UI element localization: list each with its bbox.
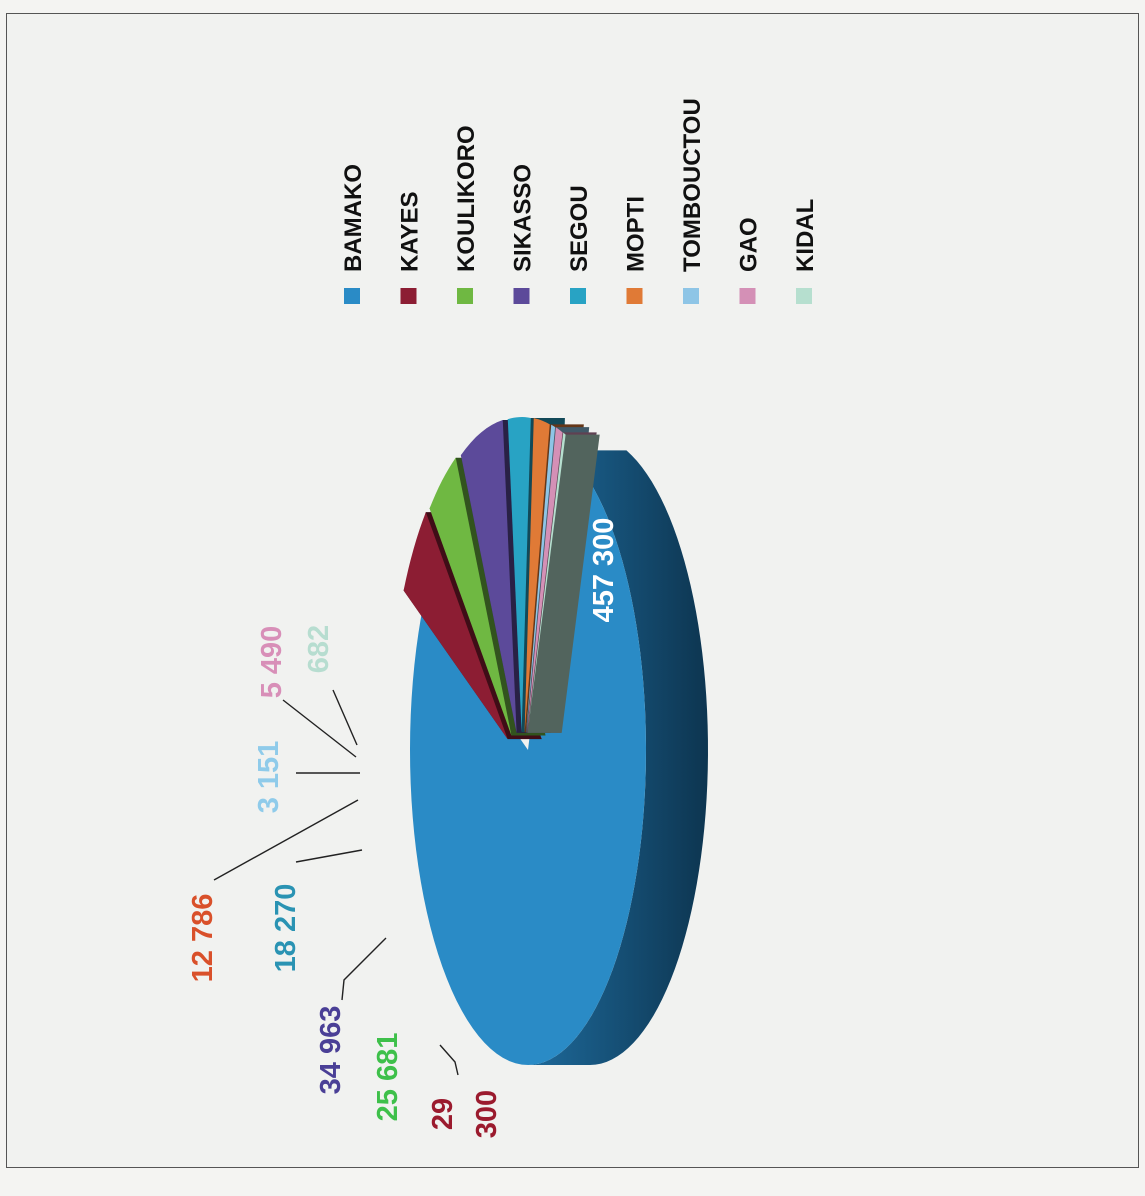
legend-swatch-sikasso: [513, 288, 530, 304]
label-segou: 18 270: [270, 884, 302, 973]
legend-swatch-segou: [570, 288, 586, 304]
slice-side-kidal: [527, 432, 600, 733]
legend-swatch-gao: [739, 288, 756, 304]
legend-swatch-bamako: [344, 288, 360, 304]
label-kidal: 682: [303, 625, 335, 673]
legend-label-kidal: KIDAL: [792, 199, 819, 272]
slice-segou: [507, 417, 531, 733]
label-sikasso: 34 963: [315, 1006, 347, 1095]
slice-gao: [526, 427, 563, 733]
legend-label-tombouctou: TOMBOUCTOU: [679, 98, 706, 272]
legend-swatch-tombouctou: [683, 288, 699, 304]
label-mopti: 12 786: [187, 894, 219, 983]
legend-swatch-mopti: [626, 288, 643, 304]
slice-kayes: [403, 512, 508, 740]
legend-swatch-kidal: [796, 288, 812, 304]
label-bamako: 457 300: [588, 518, 620, 623]
legend-label-sikasso: SIKASSO: [510, 164, 537, 272]
slice-kidal: [527, 432, 566, 733]
legend-label-kayes: KAYES: [397, 192, 424, 272]
slice-mopti: [524, 418, 550, 733]
leader-mopti: [213, 799, 359, 881]
label-tombouctou: 3 151: [253, 741, 285, 814]
pie-slices: [403, 417, 708, 1065]
legend: BAMAKO KAYES KOULIKORO SIKASSO SEGOU MOPTI TOM…: [340, 98, 819, 304]
leader-lines: [213, 689, 459, 1076]
slice-tombouctou: [526, 424, 556, 733]
legend-swatch-koulikoro: [457, 288, 473, 304]
leader-segou: [295, 849, 363, 863]
legend-swatch-kayes: [400, 288, 417, 304]
leader-kayes: [439, 1044, 459, 1076]
label-koulikoro: 25 681: [372, 1033, 404, 1122]
slice-bamako: [410, 450, 646, 1065]
slice-koulikoro: [429, 457, 512, 736]
leader-gao: [282, 699, 357, 758]
legend-label-segou: SEGOU: [566, 185, 593, 272]
leader-kidal: [332, 689, 358, 746]
legend-label-mopti: MOPTI: [623, 196, 650, 272]
label-kayes-part-1: 29: [427, 1098, 459, 1130]
label-gao: 5 490: [256, 626, 288, 699]
data-labels: 457 300 29 300 25 681 34 963 18 270 12 786 3 15…: [187, 518, 620, 1139]
legend-label-bamako: BAMAKO: [340, 164, 367, 272]
slice-side-bamako: [528, 450, 708, 1065]
legend-label-koulikoro: KOULIKORO: [453, 125, 480, 272]
legend-label-gao: GAO: [736, 217, 763, 272]
leader-sikasso: [341, 937, 387, 1001]
label-kayes-part-2: 300: [471, 1090, 503, 1138]
slice-sikasso: [460, 420, 517, 733]
